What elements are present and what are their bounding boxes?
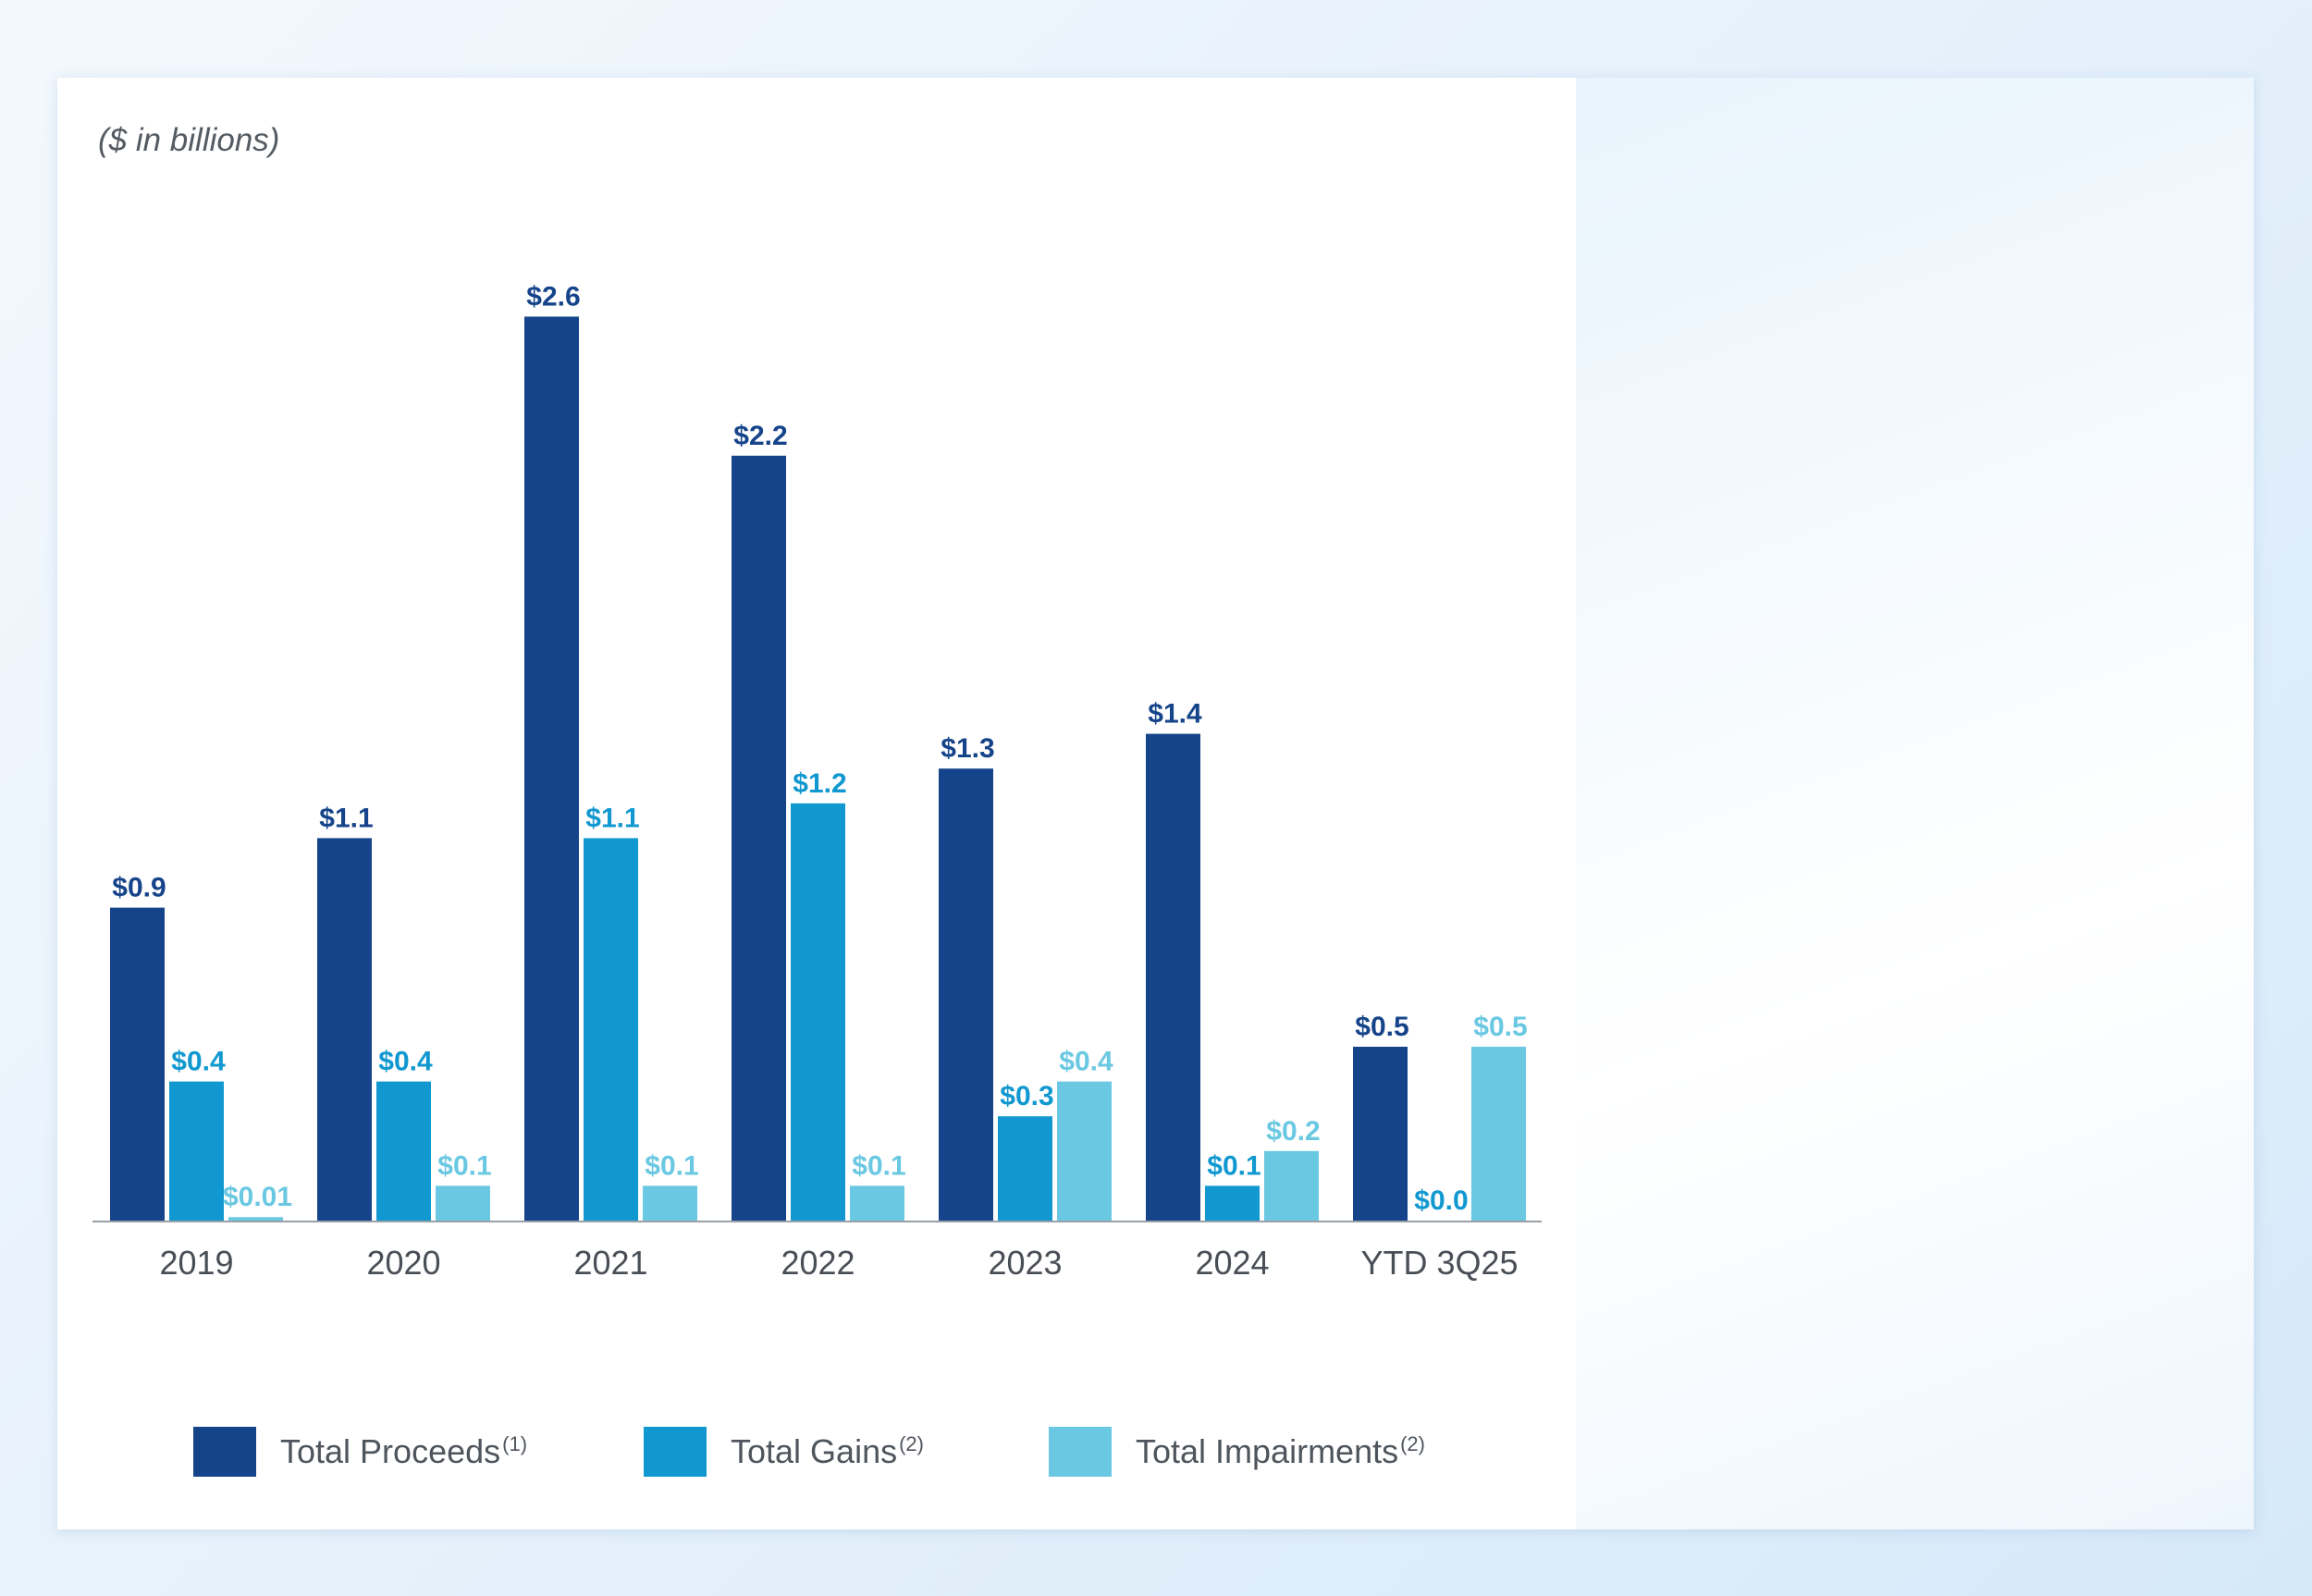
bar-total-proceeds-2022	[732, 455, 786, 1221]
value-label-total-impairments-ytd-3q25: $0.5	[1473, 1012, 1527, 1042]
bar-chart: $0.9 $0.4 $0.01 2019 $1.1 $0.4 $0.1 2020 $2.6 $1.…	[92, 281, 1542, 1282]
value-label-total-proceeds-2023: $1.3	[941, 733, 994, 764]
value-label-total-proceeds-2022: $2.2	[733, 421, 787, 451]
bar-total-impairments-2020	[436, 1185, 490, 1221]
bar-total-proceeds-2023	[939, 768, 993, 1221]
value-label-total-impairments-2024: $0.2	[1266, 1116, 1320, 1147]
category-label-2019: 2019	[159, 1244, 233, 1282]
category-label-2020: 2020	[366, 1244, 440, 1282]
value-label-total-impairments-2023: $0.4	[1059, 1047, 1113, 1077]
value-label-total-proceeds-2024: $1.4	[1148, 699, 1202, 730]
bar-total-gains-2019	[169, 1081, 224, 1221]
chart-card: ($ in billions) $0.9 $0.4 $0.01 2019 $1.1 $0.…	[57, 78, 2254, 1529]
bar-total-impairments-2019	[228, 1217, 283, 1221]
bar-total-gains-2020	[376, 1081, 431, 1221]
value-label-total-gains-2021: $1.1	[585, 803, 639, 833]
legend-item-total-impairments: Total Impairments(2)	[1049, 1426, 1425, 1478]
category-label-2022: 2022	[781, 1244, 855, 1282]
value-label-total-proceeds-2019: $0.9	[112, 873, 166, 903]
legend-swatch-gains	[644, 1427, 707, 1477]
value-label-total-proceeds-2020: $1.1	[319, 803, 373, 833]
bar-total-proceeds-2020	[317, 838, 372, 1221]
value-label-total-impairments-2021: $0.1	[645, 1150, 698, 1181]
value-label-total-impairments-2019: $0.01	[223, 1182, 292, 1212]
bar-total-gains-2023	[998, 1116, 1052, 1221]
value-label-total-gains-2019: $0.4	[171, 1047, 226, 1077]
value-label-total-proceeds-ytd-3q25: $0.5	[1355, 1012, 1408, 1042]
bar-total-proceeds-ytd-3q25	[1353, 1047, 1408, 1221]
legend-label-gains: Total Gains(2)	[731, 1432, 924, 1470]
legend-item-total-proceeds: Total Proceeds(1)	[193, 1426, 527, 1478]
value-label-total-impairments-2020: $0.1	[437, 1150, 491, 1181]
bar-total-impairments-2024	[1264, 1150, 1319, 1221]
legend-swatch-proceeds	[193, 1427, 256, 1477]
legend-label-proceeds: Total Proceeds(1)	[280, 1432, 528, 1470]
bar-total-gains-2021	[584, 838, 638, 1221]
bar-total-proceeds-2024	[1146, 733, 1200, 1221]
category-label-ytd-3q25: YTD 3Q25	[1360, 1244, 1518, 1282]
bar-total-proceeds-2019	[110, 907, 165, 1221]
bar-total-gains-2022	[791, 803, 845, 1221]
legend-swatch-impairments	[1049, 1427, 1112, 1477]
chart-panel: ($ in billions) $0.9 $0.4 $0.01 2019 $1.1 $0.…	[57, 78, 1576, 1529]
bar-total-impairments-ytd-3q25	[1471, 1047, 1526, 1221]
value-label-total-gains-2022: $1.2	[793, 768, 846, 799]
bar-total-impairments-2023	[1057, 1081, 1112, 1221]
category-label-2024: 2024	[1195, 1244, 1269, 1282]
category-label-2023: 2023	[988, 1244, 1062, 1282]
value-label-total-gains-ytd-3q25: $0.0	[1414, 1185, 1468, 1216]
bar-total-gains-2024	[1205, 1185, 1260, 1221]
category-label-2021: 2021	[573, 1244, 647, 1282]
bar-total-proceeds-2021	[524, 316, 579, 1221]
bar-total-impairments-2021	[643, 1185, 697, 1221]
unit-note: ($ in billions)	[98, 122, 280, 158]
legend-item-total-gains: Total Gains(2)	[644, 1426, 924, 1478]
bar-total-impairments-2022	[850, 1185, 904, 1221]
value-label-total-gains-2023: $0.3	[1000, 1081, 1053, 1111]
value-label-total-gains-2020: $0.4	[378, 1047, 433, 1077]
legend-label-impairments: Total Impairments(2)	[1136, 1432, 1425, 1470]
value-label-total-gains-2024: $0.1	[1207, 1150, 1261, 1181]
value-label-total-proceeds-2021: $2.6	[526, 281, 580, 312]
value-label-total-impairments-2022: $0.1	[852, 1150, 905, 1181]
